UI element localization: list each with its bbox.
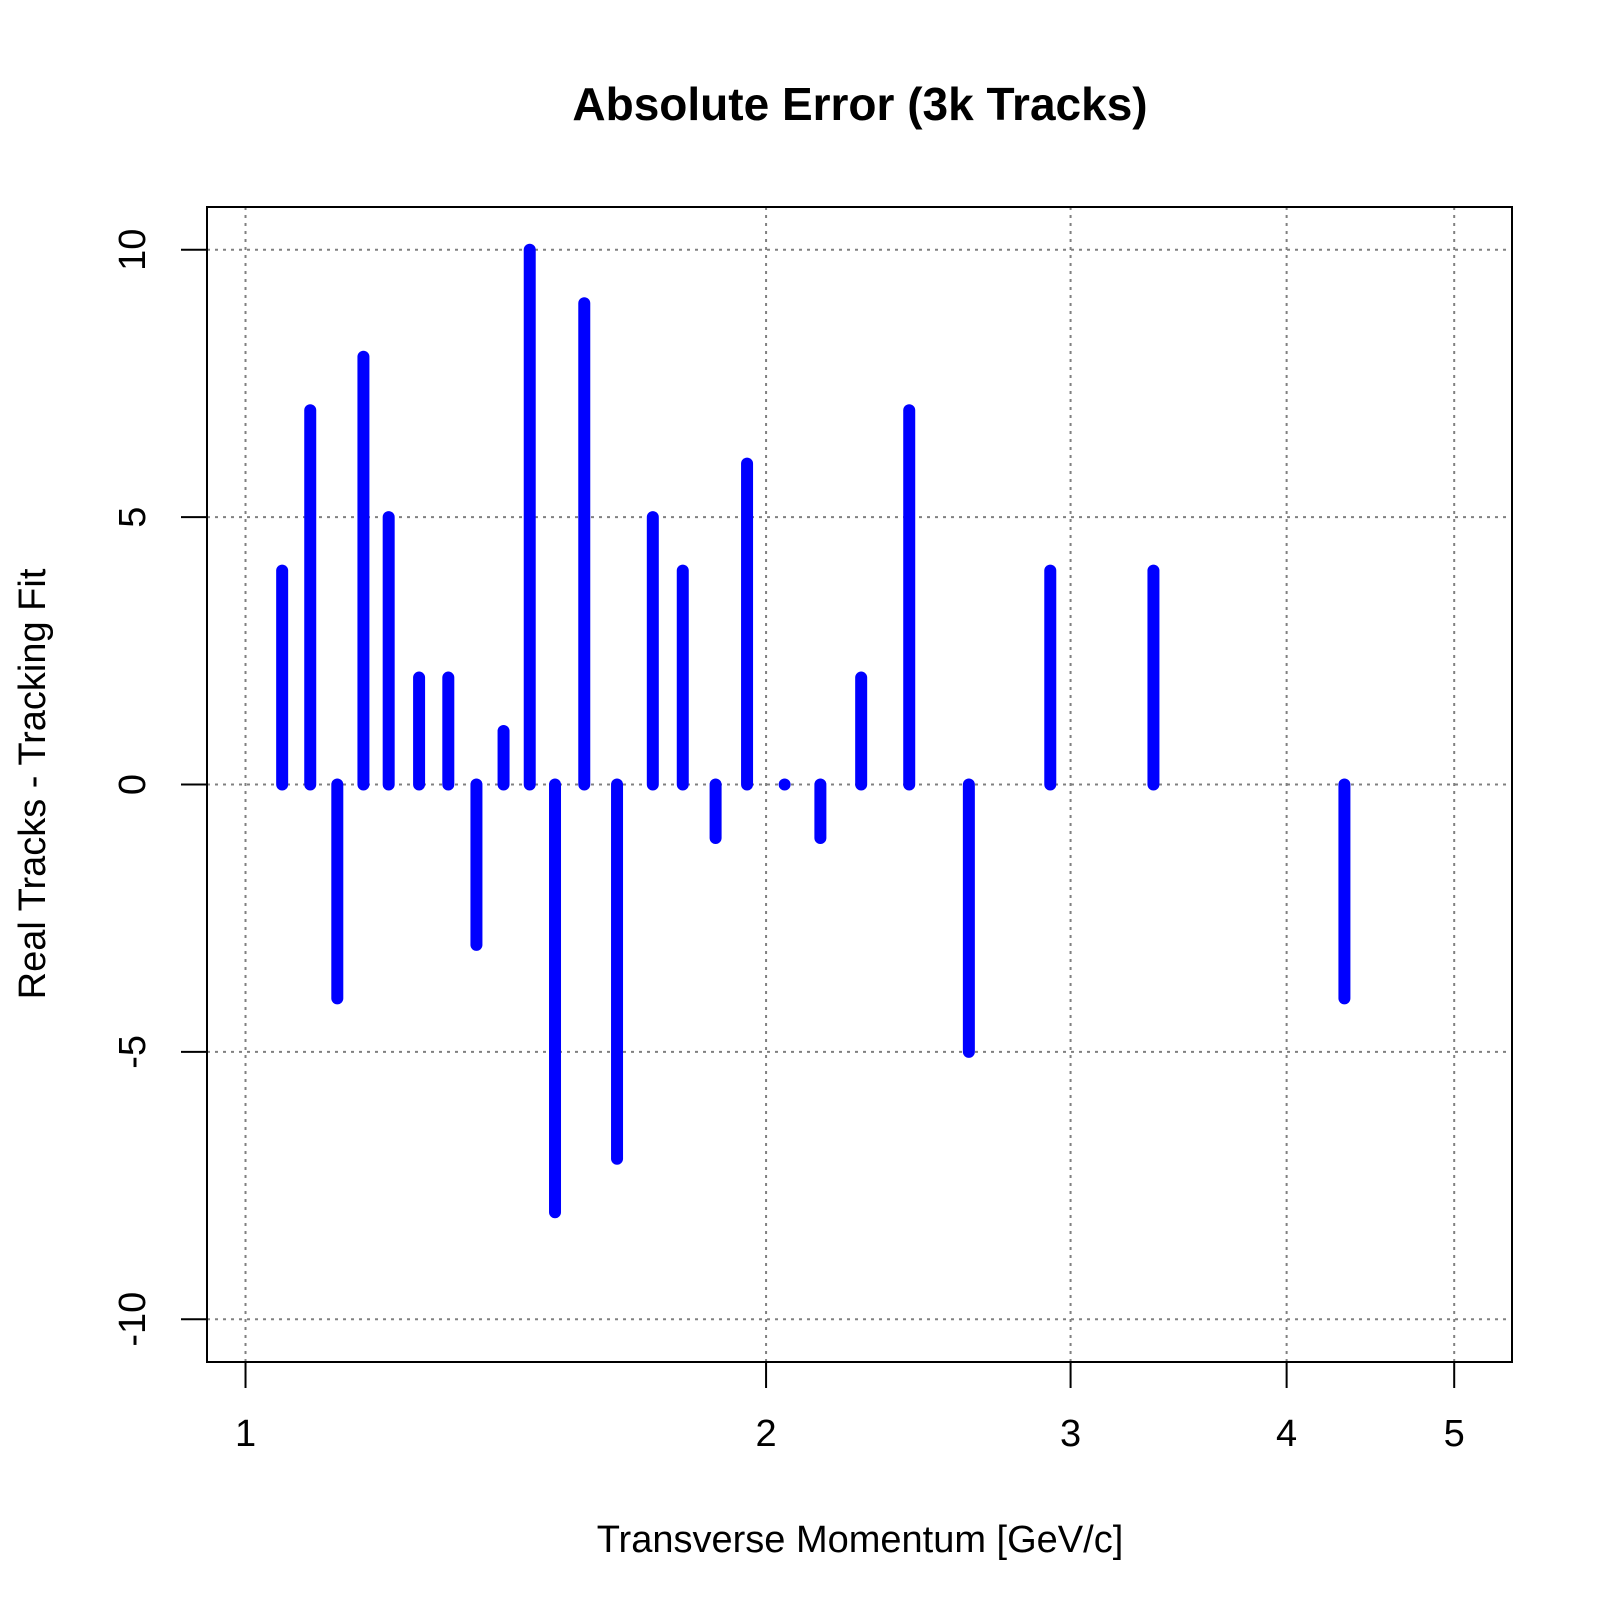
x-tick-label: 5 [1444,1413,1465,1455]
x-tick-label: 3 [1060,1413,1081,1455]
x-tick-label: 2 [756,1413,777,1455]
y-tick-label: 10 [112,229,154,271]
chart-title: Absolute Error (3k Tracks) [572,78,1147,130]
bars [276,243,1351,1219]
x-tick-label: 4 [1276,1413,1297,1455]
y-tick-label: -10 [112,1292,154,1347]
x-tick-label: 1 [235,1413,256,1455]
y-tick-label: 5 [112,507,154,528]
y-tick-label: 0 [112,774,154,795]
x-axis: 1 2 3 4 5 [235,1362,1465,1455]
x-axis-label: Transverse Momentum [GeV/c] [597,1519,1124,1561]
y-axis-label: Real Tracks - Tracking Fit [12,568,54,999]
y-tick-label: -5 [112,1035,154,1069]
y-axis: -10 -5 0 5 10 [112,229,207,1347]
